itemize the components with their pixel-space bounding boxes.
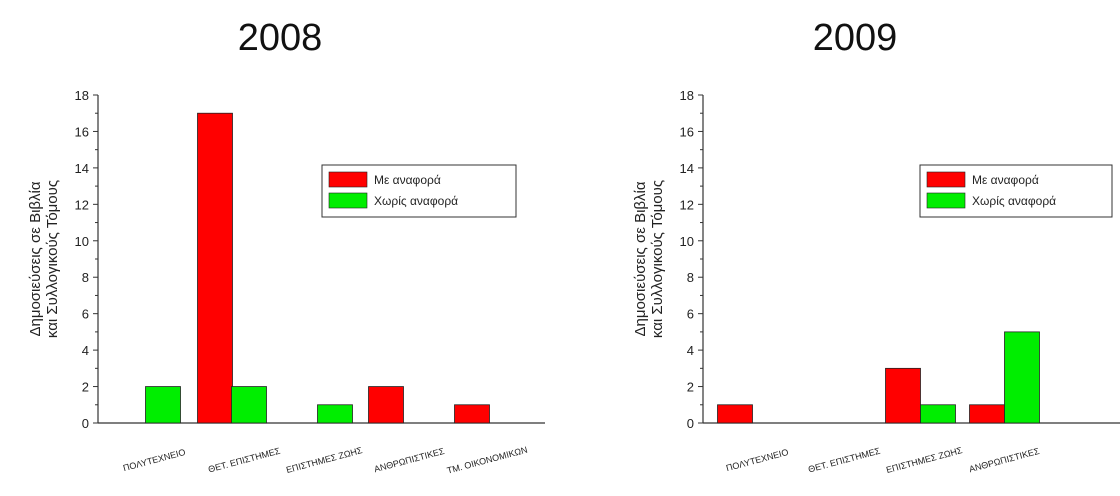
chart-title: 2009 bbox=[813, 17, 898, 59]
chart-svg-1: 2009 Δημοσιεύσεις σε Βιβλία και Συλλογικού… bbox=[632, 17, 1120, 475]
legend-swatch bbox=[328, 192, 368, 209]
bar-without-ref bbox=[920, 404, 956, 424]
y-tick-label: 2 bbox=[82, 380, 89, 395]
y-tick-label: 12 bbox=[680, 197, 694, 212]
x-category-label: ΠΟΛΥΤΕΧΝΕΙΟ bbox=[122, 447, 187, 473]
y-tick-label: 14 bbox=[680, 161, 694, 176]
legend-label: Χωρίς αναφορά bbox=[374, 194, 458, 208]
legend-swatch bbox=[926, 171, 966, 188]
legend-swatch bbox=[328, 171, 368, 188]
y-tick-label: 12 bbox=[75, 197, 89, 212]
y-tick-label: 10 bbox=[75, 234, 89, 249]
bar-with-ref bbox=[969, 404, 1005, 424]
y-tick-label: 8 bbox=[82, 270, 89, 285]
bar-with-ref bbox=[368, 386, 404, 424]
x-category-label: ΘΕΤ. ΕΠΙΣΤΗΜΕΣ bbox=[207, 446, 282, 475]
chart-svg-0: 2008 Δημοσιεύσεις σε Βιβλία και Συλλογικού… bbox=[27, 17, 545, 476]
x-category-label: ΤΜ. ΟΙΚΟΝΟΜΙΚΩΝ bbox=[446, 445, 529, 476]
bar-with-ref bbox=[197, 112, 233, 424]
x-category-label: ΠΟΛΥΤΕΧΝΕΙΟ bbox=[725, 447, 790, 473]
bar-without-ref bbox=[145, 386, 181, 424]
bar-with-ref bbox=[454, 404, 490, 424]
x-category-label: ΕΠΙΣΤΗΜΕΣ ΖΩΗΣ bbox=[285, 445, 364, 475]
x-category-label: ΑΝΘΡΩΠΙΣΤΙΚΕΣ bbox=[968, 446, 1041, 475]
x-category-label: ΕΠΙΣΤΗΜΕΣ ΖΩΗΣ bbox=[885, 445, 964, 475]
legend-label: Με αναφορά bbox=[972, 173, 1039, 187]
bar-with-ref bbox=[717, 404, 753, 424]
legend-swatch bbox=[926, 192, 966, 209]
y-tick-label: 18 bbox=[75, 88, 89, 103]
legend-label: Χωρίς αναφορά bbox=[972, 194, 1056, 208]
y-tick-label: 6 bbox=[687, 307, 694, 322]
bar-without-ref bbox=[1004, 331, 1040, 424]
legend-label: Με αναφορά bbox=[374, 173, 441, 187]
y-axis-label-line: Δημοσιεύσεις σε Βιβλία bbox=[632, 181, 649, 336]
chart-title: 2008 bbox=[238, 17, 323, 59]
bar-without-ref bbox=[317, 404, 353, 424]
y-tick-label: 8 bbox=[687, 270, 694, 285]
y-tick-label: 16 bbox=[680, 124, 694, 139]
x-category-label: ΑΝΘΡΩΠΙΣΤΙΚΕΣ bbox=[373, 446, 446, 475]
y-tick-label: 2 bbox=[687, 380, 694, 395]
y-tick-label: 0 bbox=[82, 416, 89, 431]
y-tick-label: 4 bbox=[82, 343, 89, 358]
chart-panel-2009: 2009 Δημοσιεύσεις σε Βιβλία και Συλλογικού… bbox=[560, 0, 1120, 496]
chart-panel-2008: 2008 Δημοσιεύσεις σε Βιβλία και Συλλογικού… bbox=[27, 17, 545, 476]
y-tick-label: 10 bbox=[680, 234, 694, 249]
y-tick-label: 18 bbox=[680, 88, 694, 103]
x-category-label: ΘΕΤ. ΕΠΙΣΤΗΜΕΣ bbox=[807, 446, 882, 475]
y-tick-label: 16 bbox=[75, 124, 89, 139]
y-axis-label-line: και Συλλογικούς Τόμους bbox=[649, 180, 666, 338]
bar-with-ref bbox=[885, 367, 921, 424]
y-tick-label: 14 bbox=[75, 161, 89, 176]
y-tick-label: 0 bbox=[687, 416, 694, 431]
y-axis-label-line: Δημοσιεύσεις σε Βιβλία bbox=[27, 181, 44, 336]
y-tick-label: 6 bbox=[82, 307, 89, 322]
bar-without-ref bbox=[231, 386, 267, 424]
y-axis-label-line: και Συλλογικούς Τόμους bbox=[44, 180, 61, 338]
y-tick-label: 4 bbox=[687, 343, 694, 358]
